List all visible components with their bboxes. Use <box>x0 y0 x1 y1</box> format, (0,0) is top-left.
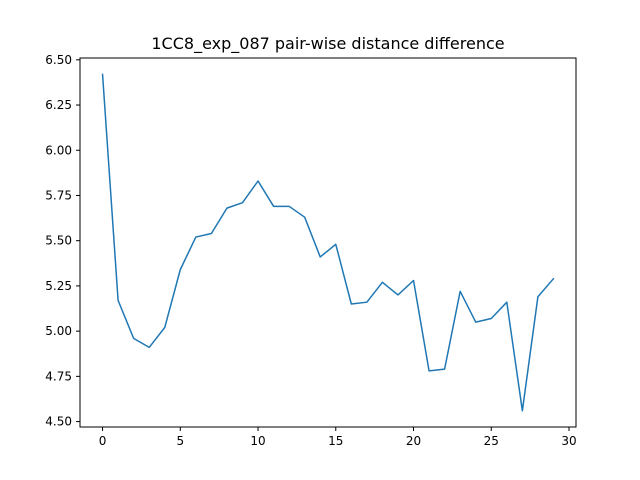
chart-title: 1CC8_exp_087 pair-wise distance differen… <box>151 34 504 54</box>
x-tick-label: 0 <box>99 434 107 448</box>
x-tick-label: 20 <box>406 434 421 448</box>
y-tick-label: 5.25 <box>45 279 72 293</box>
y-tick-label: 6.25 <box>45 98 72 112</box>
x-tick-label: 10 <box>250 434 265 448</box>
x-tick-label: 25 <box>484 434 499 448</box>
x-tick-label: 5 <box>176 434 184 448</box>
y-tick-label: 6.00 <box>45 143 72 157</box>
y-tick-label: 5.50 <box>45 234 72 248</box>
y-tick-label: 4.50 <box>45 415 72 429</box>
y-tick-label: 4.75 <box>45 369 72 383</box>
series-line-0 <box>101 73 555 412</box>
y-tick-label: 6.50 <box>45 53 72 67</box>
x-tick-label: 15 <box>328 434 343 448</box>
y-tick-label: 5.75 <box>45 188 72 202</box>
y-tick-label: 5.00 <box>45 324 72 338</box>
plot-area: 0 5 10 15 20 25 30 4.50 4.75 5.00 5.25 5.50 5.75 6.00… <box>45 53 576 448</box>
x-tick-label: 30 <box>561 434 576 448</box>
axes-frame <box>79 57 577 428</box>
